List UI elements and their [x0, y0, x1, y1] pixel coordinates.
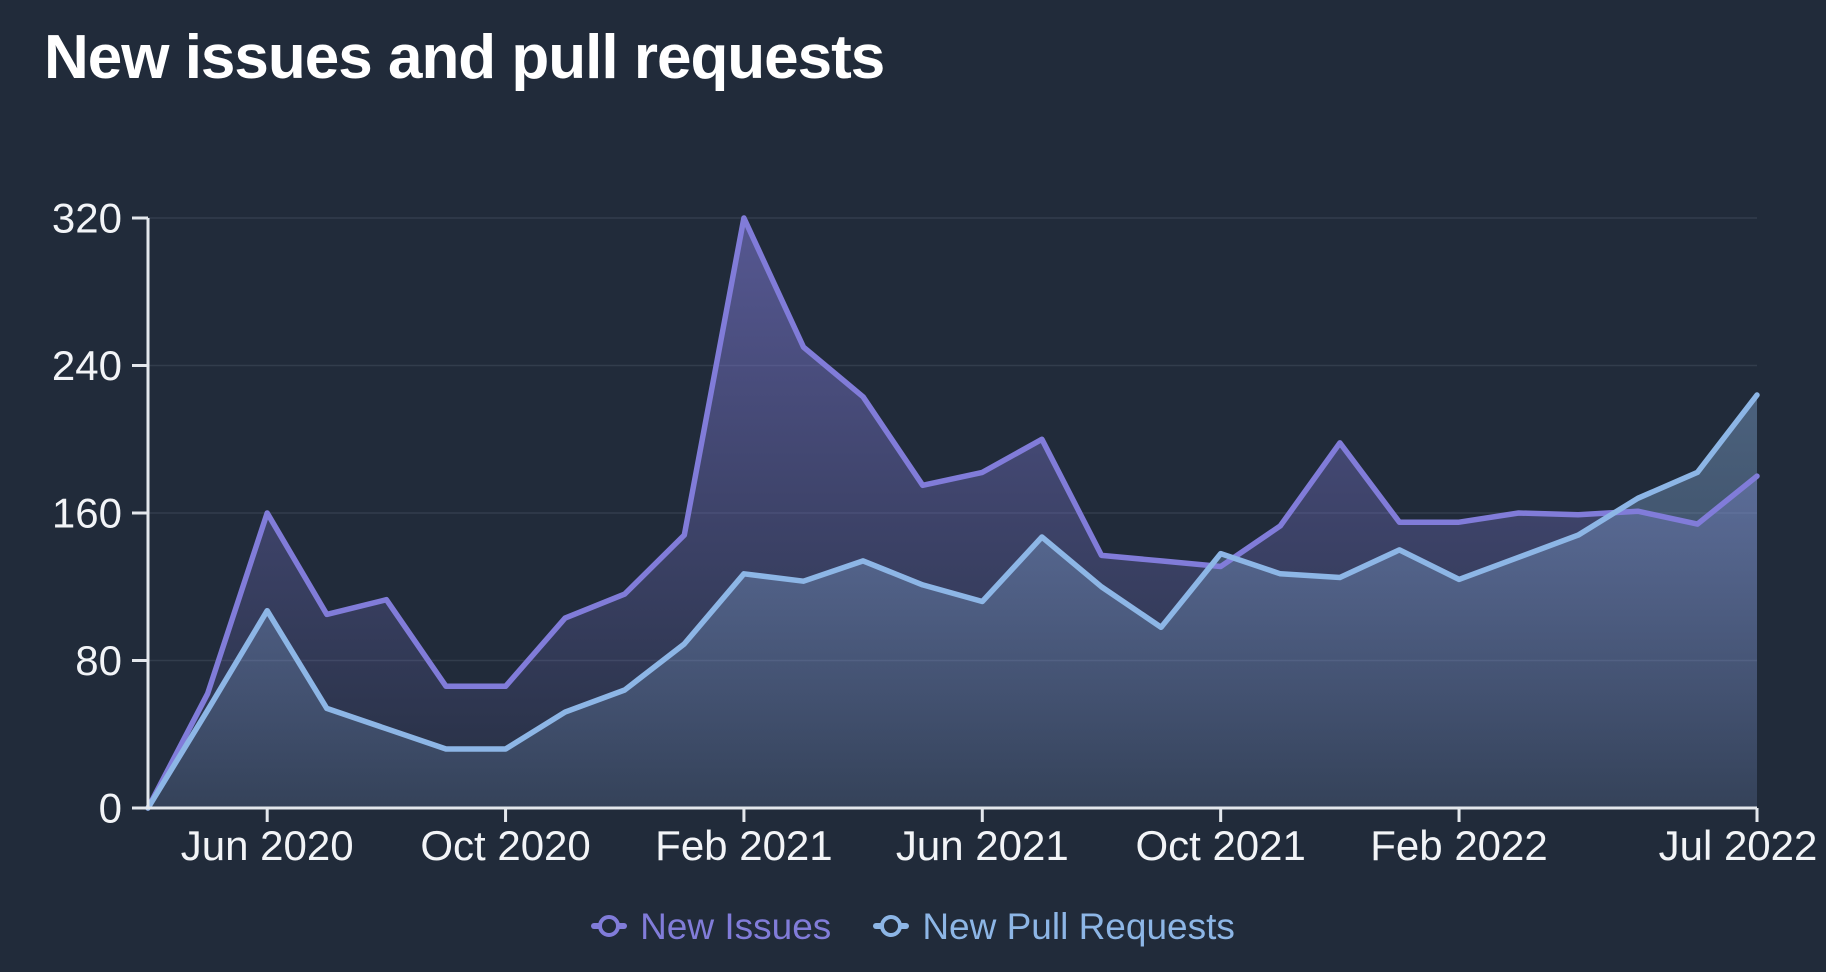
- x-axis-label: Feb 2022: [1370, 822, 1547, 869]
- chart-legend: New Issues New Pull Requests: [0, 896, 1826, 956]
- y-axis-label: 0: [99, 785, 122, 832]
- y-axis-label: 320: [52, 195, 122, 242]
- line-marker-icon: [873, 915, 910, 937]
- x-axis-label: Jul 2022: [1659, 822, 1818, 869]
- y-axis-label: 160: [52, 490, 122, 537]
- issues-line: [145, 215, 1760, 811]
- chart-title: New issues and pull requests: [44, 23, 885, 92]
- x-axis-label: Oct 2020: [420, 822, 590, 869]
- line-marker-dot-icon: [598, 915, 621, 937]
- legend-item-label: New Pull Requests: [922, 905, 1235, 947]
- y-axis-label: 240: [52, 342, 122, 389]
- legend-item-new-pull-requests[interactable]: New Pull Requests: [873, 908, 1235, 945]
- legend-item-new-issues[interactable]: New Issues: [591, 908, 831, 945]
- line-marker-dot-icon: [880, 915, 903, 937]
- pull-requests-area: [148, 395, 1757, 808]
- x-axis-label: Feb 2021: [655, 822, 832, 869]
- y-axis-label: 80: [75, 637, 122, 684]
- line-marker-icon: [591, 915, 628, 937]
- pull-requests-line: [145, 392, 1760, 811]
- x-axis-label: Jun 2020: [181, 822, 354, 869]
- legend-item-label: New Issues: [640, 905, 832, 947]
- x-axis-label: Jun 2021: [896, 822, 1069, 869]
- x-axis-label: Oct 2021: [1135, 822, 1305, 869]
